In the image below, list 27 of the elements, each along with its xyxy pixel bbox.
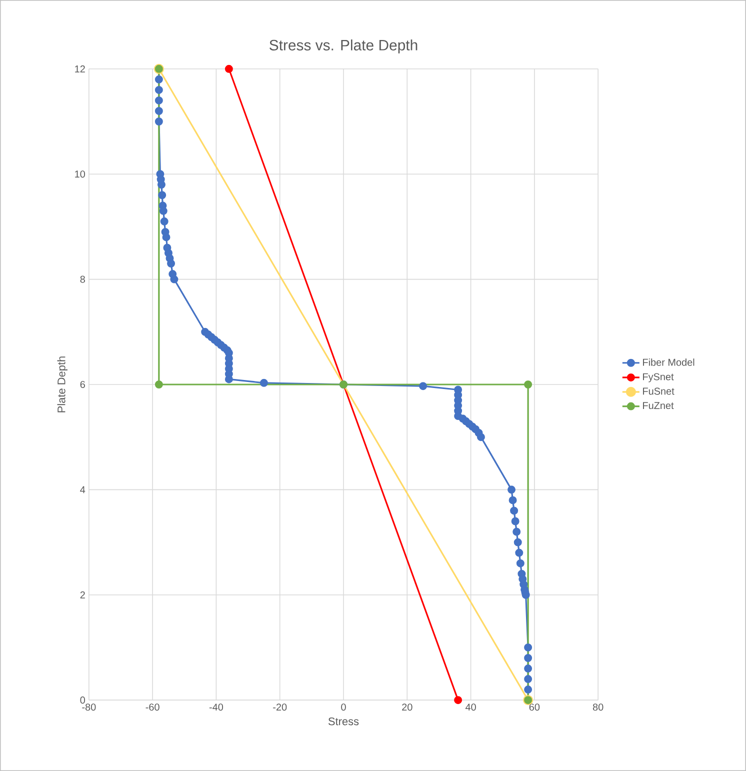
- y-axis-title: Plate Depth: [57, 356, 68, 412]
- x-axis-title: Stress: [328, 718, 359, 726]
- legend-label: FuSnet: [643, 388, 674, 395]
- x-tick-label: -80: [82, 704, 96, 711]
- y-tick-label: 6: [80, 380, 85, 388]
- x-tick-label: -20: [273, 704, 287, 711]
- x-tick-label: 80: [592, 704, 604, 711]
- legend-label: Fiber Model: [643, 358, 694, 366]
- legend-label: FuZnet: [643, 402, 674, 410]
- point: [224, 64, 233, 73]
- y-tick-label: 10: [75, 170, 86, 178]
- chart-title: Stress vs. Plate Depth: [270, 39, 418, 54]
- x-tick-label: -40: [209, 704, 224, 711]
- y-tick-label: 4: [80, 486, 86, 494]
- y-tick-label: 0: [80, 696, 86, 704]
- x-tick-label: 0: [341, 704, 346, 711]
- y-tick-label: 12: [75, 65, 85, 72]
- x-tick-label: 40: [465, 704, 476, 711]
- point: [154, 380, 163, 388]
- point: [454, 696, 462, 704]
- x-tick-label: -60: [146, 704, 160, 711]
- x-tick-label: 60: [529, 704, 540, 711]
- y-tick-label: 8: [80, 276, 85, 283]
- y-tick-label: 2: [80, 591, 85, 598]
- legend-label: FySnet: [643, 373, 674, 382]
- point: [524, 380, 532, 388]
- x-tick-label: 20: [402, 704, 412, 711]
